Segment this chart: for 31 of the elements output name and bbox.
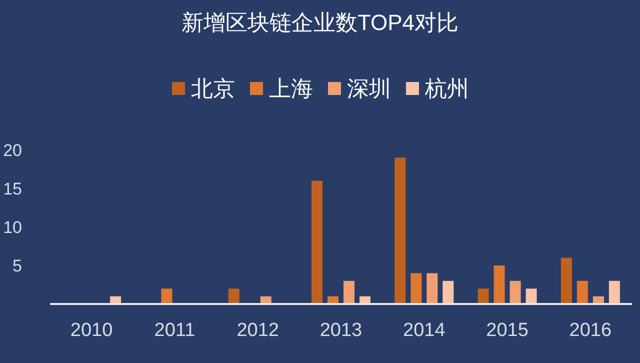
bar — [442, 280, 454, 304]
x-tick-label: 2013 — [320, 320, 362, 341]
y-tick-label: 5 — [12, 256, 22, 276]
x-tick-label: 2010 — [70, 320, 113, 341]
y-tick-label: 15 — [3, 180, 22, 198]
bar — [228, 288, 240, 304]
bar — [344, 280, 354, 304]
y-tick-label: 10 — [3, 218, 22, 237]
x-tick-label: 2015 — [486, 320, 528, 341]
legend-label: 北京 — [191, 76, 235, 101]
legend-label: 深圳 — [347, 76, 391, 101]
x-tick-label: 2011 — [154, 320, 196, 341]
bar — [410, 273, 422, 304]
x-tick-label: 2012 — [236, 320, 279, 341]
bar — [510, 280, 521, 304]
y-tick-label: 20 — [3, 141, 22, 160]
bar — [608, 280, 620, 304]
legend-label: 杭州 — [424, 76, 469, 101]
bar — [426, 273, 438, 304]
x-tick-label: 2014 — [403, 320, 446, 341]
legend-label: 上海 — [269, 76, 313, 101]
bar — [478, 288, 489, 304]
bar — [161, 288, 172, 304]
bar — [576, 280, 588, 304]
bar — [526, 288, 537, 304]
bar — [312, 180, 322, 304]
chart-title: 新增区块链企业数TOP4对比 — [181, 10, 459, 35]
x-tick-label: 2016 — [569, 320, 612, 341]
bar — [560, 258, 572, 304]
bar — [394, 158, 406, 304]
bar — [494, 266, 505, 304]
